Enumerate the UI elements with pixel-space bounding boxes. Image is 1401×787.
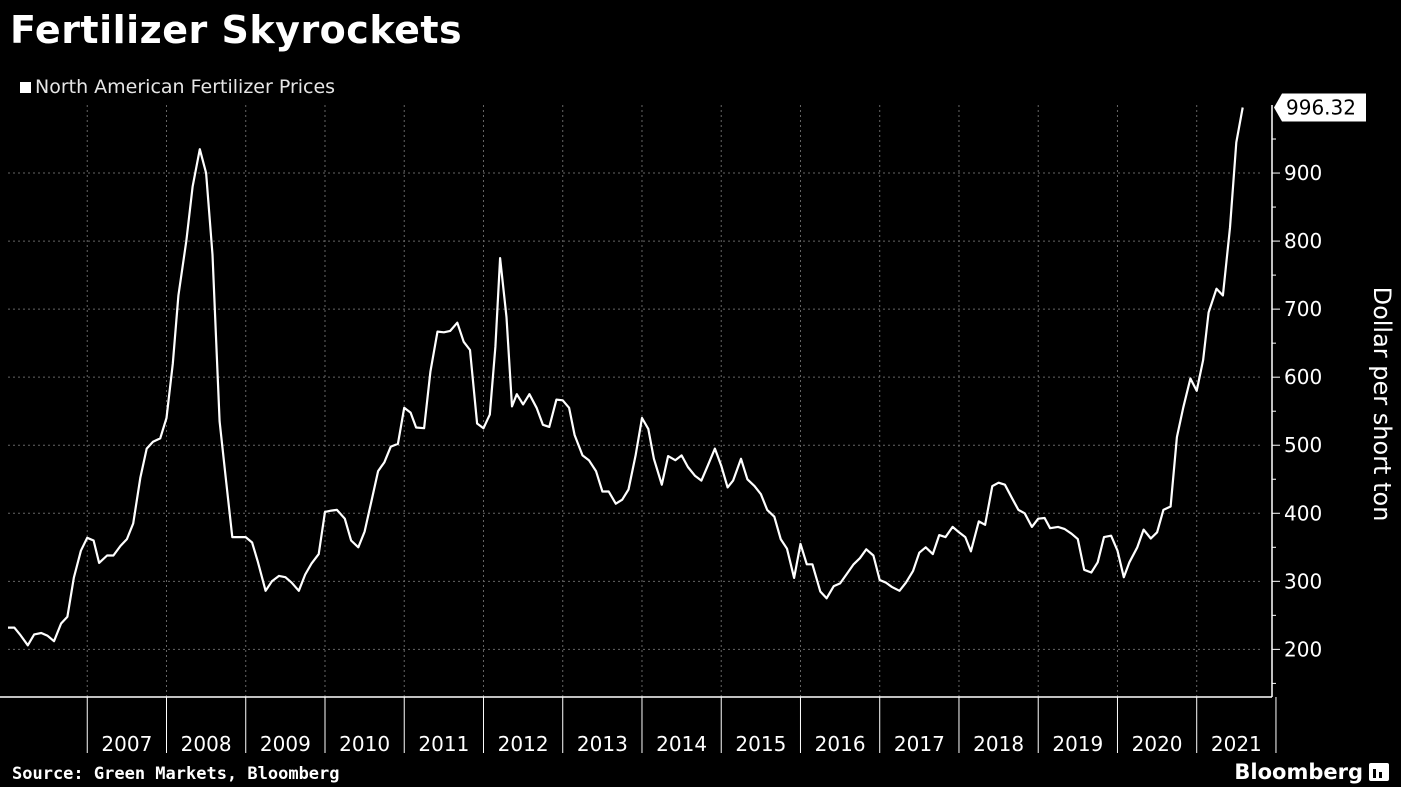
source-note: Source: Green Markets, Bloomberg	[12, 764, 340, 784]
x-tick-label: 2020	[1132, 732, 1183, 756]
x-tick-label: 2015	[735, 732, 786, 756]
legend: North American Fertilizer Prices	[20, 76, 335, 98]
y-axis-label: Dollar per short ton	[1368, 287, 1396, 522]
last-value-callout	[1274, 93, 1366, 122]
grid	[8, 105, 1262, 697]
bloomberg-terminal-icon	[1369, 763, 1389, 781]
x-tick-label: 2008	[181, 732, 232, 756]
x-tick-label: 2012	[498, 732, 549, 756]
brand: Bloomberg	[1234, 760, 1389, 784]
x-tick-label: 2014	[656, 732, 707, 756]
x-tick-label: 2010	[339, 732, 390, 756]
y-tick-label: 200	[1284, 637, 1322, 661]
legend-label: North American Fertilizer Prices	[35, 76, 336, 98]
x-tick-label: 2007	[101, 732, 152, 756]
x-tick-label: 2021	[1211, 732, 1262, 756]
y-tick-label: 700	[1284, 297, 1322, 321]
brand-name: Bloomberg	[1234, 760, 1363, 784]
x-tick-label: 2017	[894, 732, 945, 756]
y-tick-label: 900	[1284, 161, 1322, 185]
x-tick-label: 2018	[973, 732, 1024, 756]
labels: 200 300 400 500 600 700 800 900 2007 2008 2009 2010…	[101, 93, 1396, 756]
x-tick-label: 2009	[260, 732, 311, 756]
y-tick-label: 300	[1284, 569, 1322, 593]
y-tick-label: 600	[1284, 365, 1322, 389]
y-tick-label: 500	[1284, 433, 1322, 457]
series-line	[8, 107, 1244, 647]
y-tick-label: 800	[1284, 229, 1322, 253]
series	[8, 107, 1244, 647]
x-tick-label: 2013	[577, 732, 628, 756]
x-tick-label: 2016	[815, 732, 866, 756]
legend-swatch	[20, 81, 31, 93]
y-tick-label: 400	[1284, 501, 1322, 525]
chart-title: Fertilizer Skyrockets	[10, 8, 463, 52]
last-value-label: 996.32	[1286, 96, 1356, 120]
x-tick-label: 2019	[1052, 732, 1103, 756]
x-tick-label: 2011	[418, 732, 469, 756]
axes	[0, 105, 1280, 753]
